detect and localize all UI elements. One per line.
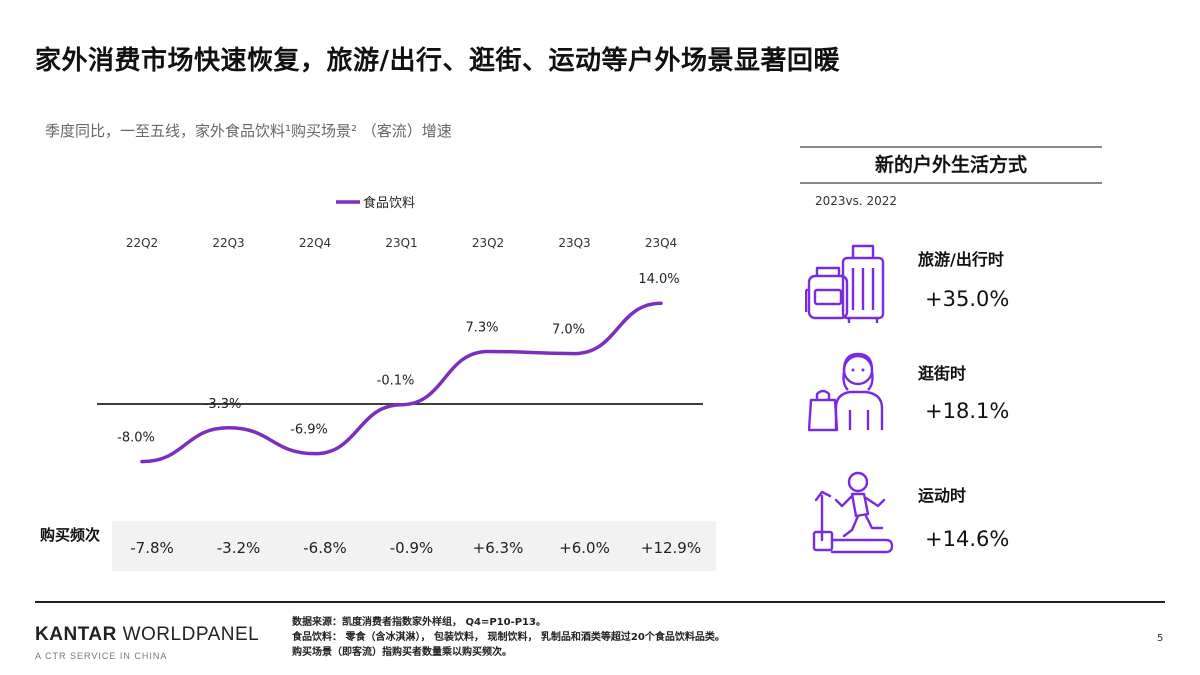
- brand-logo: KANTAR WORLDPANEL: [35, 624, 260, 645]
- brand-tagline: A CTR SERVICE IN CHINA: [35, 651, 168, 661]
- data-label: -8.0%: [117, 431, 155, 446]
- lifestyle-item-label-shopping: 逛街时: [918, 364, 967, 383]
- data-label: -6.9%: [290, 423, 328, 438]
- x-tick-label: 22Q4: [299, 236, 331, 250]
- x-tick-label: 22Q2: [126, 236, 158, 250]
- treadmill-icon: [812, 471, 894, 554]
- lifestyle-item-value-travel: +35.0%: [925, 287, 1010, 311]
- lifestyle-period: 2023vs. 2022: [815, 194, 898, 208]
- data-label: 7.3%: [465, 320, 498, 335]
- x-tick-label: 23Q3: [558, 236, 590, 250]
- lifestyle-item-value-shopping: +18.1%: [925, 399, 1010, 423]
- series-line-food-beverage: [140, 301, 663, 464]
- line-chart: 食品饮料 22Q2 22Q3 22Q4 23Q1 23Q2 23Q3 23Q4 -8.0% -3.…: [97, 195, 703, 464]
- frequency-row-label: 购买频次: [39, 526, 100, 544]
- legend-label: 食品饮料: [363, 195, 415, 211]
- footnote-source: 数据来源：凯度消费者指数家外样组， Q4=P10-P13。: [292, 617, 546, 628]
- lifestyle-item-label-sports: 运动时: [918, 486, 967, 505]
- page-number: 5: [1157, 633, 1164, 644]
- lifestyle-item-label-travel: 旅游/出行时: [918, 250, 1004, 269]
- frequency-value: -7.8%: [130, 539, 174, 557]
- lifestyle-item-value-sports: +14.6%: [925, 527, 1010, 551]
- footnote-definition: 食品饮料： 零食（含冰淇淋）， 包装饮料， 现制饮料， 乳制品和酒类等超过20个…: [292, 632, 725, 643]
- frequency-value: -0.9%: [389, 539, 434, 557]
- frequency-value: +12.9%: [640, 539, 702, 557]
- data-label: -0.1%: [377, 374, 415, 389]
- data-label: 7.0%: [552, 323, 585, 338]
- lifestyle-title: 新的户外生活方式: [800, 146, 1102, 184]
- data-label: -3.3%: [204, 397, 242, 412]
- page-title: 家外消费市场快速恢复，旅游/出行、逛街、运动等户外场景显著回暖: [35, 46, 840, 76]
- frequency-value: +6.0%: [559, 539, 610, 557]
- footnotes: 数据来源：凯度消费者指数家外样组， Q4=P10-P13。 食品饮料： 零食（含…: [292, 615, 725, 660]
- frequency-band: [112, 521, 716, 571]
- x-tick-label: 22Q3: [212, 236, 244, 250]
- chart-subtitle: 季度同比，一至五线，家外食品饮料¹购买场景² （客流）增速: [45, 122, 452, 140]
- frequency-value: -3.2%: [216, 539, 261, 557]
- footer-divider: [35, 601, 1165, 603]
- footnote-traffic: 购买场景（即客流）指购买者数量乘以购买频次。: [292, 647, 512, 658]
- frequency-value: -6.8%: [303, 539, 347, 557]
- data-label: 14.0%: [638, 272, 679, 287]
- luggage-icon: [805, 244, 885, 323]
- shopping-icon: [808, 352, 884, 432]
- x-tick-label: 23Q2: [472, 236, 504, 250]
- x-tick-label: 23Q1: [385, 236, 417, 250]
- x-tick-label: 23Q4: [645, 236, 677, 250]
- frequency-value: +6.3%: [472, 539, 524, 557]
